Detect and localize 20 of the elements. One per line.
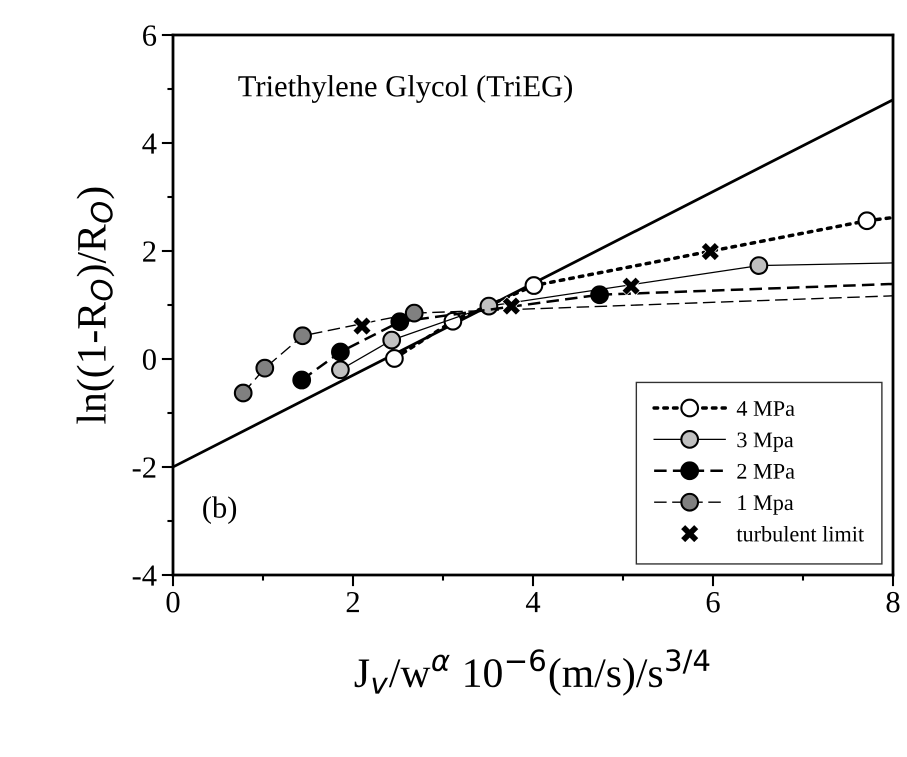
x-tick-label: 6 [706,592,720,612]
y-tick-label: 4 [142,133,157,154]
y-tick-label: -4 [132,565,157,586]
legend-label: 2 MPa [737,464,795,479]
y-tick-label: 2 [143,241,156,262]
x-axis-title: J$_{v}$/w$^{α}$ 10$^{−6}$(m/s)/s$^{3/4}$ [354,649,710,696]
y-axis-title: ln((1-R$_{O}$)/R$_{O}$) [76,188,114,424]
y-tick-label: 0 [142,349,156,370]
annotation: (b) [203,496,236,524]
y-tick-label: -2 [132,457,156,478]
x-tick-label: 2 [346,592,359,612]
annotation: Triethylene Glycol (TriEG) [238,75,572,103]
x-tick-label: 4 [526,592,540,612]
legend-label: 4 MPa [736,401,795,416]
legend-label: 1 Mpa [738,495,794,515]
x-tick-label: 0 [166,592,180,612]
x-tick-label: 8 [886,592,900,612]
y-tick-label: 6 [143,25,156,46]
legend-label: 3 Mpa [737,432,794,452]
legend-label: turbulent limit [736,526,864,542]
